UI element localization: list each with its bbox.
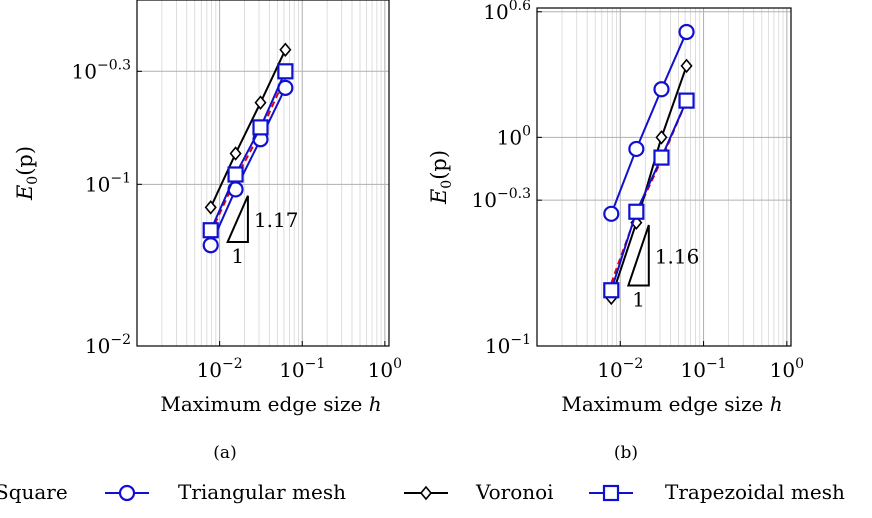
series-line [209, 70, 287, 231]
data-point [678, 92, 695, 109]
data-point [603, 282, 620, 299]
y-tick-label: 100.6 [483, 0, 531, 24]
legend-label: Voronoi [475, 480, 554, 504]
chart-legend: Square Triangular mesh Voronoi Trapezoidal … [0, 480, 845, 504]
legend-marker [419, 485, 433, 501]
y-axis-label: E0(p) [427, 150, 455, 205]
data-point [655, 130, 668, 145]
y-tick-label: 10−1 [485, 332, 531, 358]
data-point [202, 237, 219, 254]
slope-run-label: 1 [632, 287, 645, 311]
y-tick-label: 10−2 [85, 332, 131, 358]
slope-triangle [226, 195, 249, 243]
grid-lines [136, 0, 389, 347]
legend-entry-triangular-mesh: Triangular mesh [105, 480, 346, 504]
x-tick-label: 10−2 [597, 356, 643, 382]
legend-label: Trapezoidal mesh [665, 480, 845, 504]
series-line [209, 49, 287, 208]
axes-frame [536, 7, 792, 347]
data-point [628, 203, 645, 220]
legend-entry-trapezoidal-mesh: Trapezoidal mesh [589, 480, 845, 504]
legend-label: Square [0, 480, 68, 504]
axes-frame [136, 0, 390, 347]
data-point [277, 63, 294, 80]
legend-marker [118, 484, 136, 502]
legend-entry-square: Square [0, 480, 68, 504]
data-point [254, 95, 267, 110]
x-axis-label: Maximum edge size h [561, 392, 782, 416]
data-point [603, 205, 620, 222]
series-triangular-mesh [603, 23, 695, 222]
data-point [628, 140, 645, 158]
slope-run-label: 1 [231, 244, 244, 268]
series-line [610, 31, 688, 215]
x-axis-label: Maximum edge size h [160, 392, 381, 416]
x-tick-label: 100 [368, 356, 402, 382]
legend-entry-voronoi: Voronoi [404, 480, 554, 504]
series-line [209, 76, 287, 234]
x-tick-label: 100 [770, 356, 804, 382]
data-point [252, 119, 269, 136]
data-point [229, 146, 242, 161]
series-line [610, 100, 688, 291]
series-triangular-mesh [202, 79, 294, 254]
panel-label: (a) [213, 443, 236, 463]
x-tick-label: 10−2 [197, 356, 243, 382]
data-point [279, 42, 292, 57]
panel-label: (b) [614, 443, 638, 463]
slope-triangle [626, 224, 650, 287]
data-point [653, 149, 670, 166]
series-line [610, 65, 688, 299]
data-point [678, 23, 695, 41]
chart-panel-a: 10−2 10−1 100 10−2 10−1 10−0.3 Maximum edge si… [13, 0, 402, 463]
legend-label: Triangular mesh [178, 480, 346, 504]
data-point [227, 166, 244, 183]
series-trapezoidal-mesh [603, 92, 695, 299]
svg-text:E0(p): E0(p) [13, 146, 41, 201]
slope-label: 1.17 [254, 208, 299, 232]
series-voronoi [204, 42, 292, 215]
chart-panel-b: 10−2 10−1 100 10−1 10−0.3 100 100.6 Maximum edg… [427, 0, 804, 463]
series-square [209, 76, 287, 234]
series-trapezoidal-mesh [202, 63, 294, 239]
y-tick-label: 10−1 [85, 170, 131, 196]
y-tick-label: 10−0.3 [72, 57, 131, 83]
data-point [653, 81, 670, 98]
legend-marker [602, 484, 620, 502]
x-tick-label: 10−1 [279, 356, 325, 382]
y-tick-label: 10−0.3 [472, 186, 531, 212]
grid-lines [536, 8, 791, 347]
y-axis-label: E0(p) [13, 146, 41, 201]
y-tick-label: 100 [497, 123, 531, 149]
x-tick-label: 10−1 [681, 356, 727, 382]
slope-label: 1.16 [655, 244, 700, 268]
data-point [680, 58, 693, 74]
series-line [209, 87, 287, 246]
data-point [204, 200, 217, 215]
svg-text:E0(p): E0(p) [427, 150, 455, 205]
data-point [202, 222, 219, 239]
